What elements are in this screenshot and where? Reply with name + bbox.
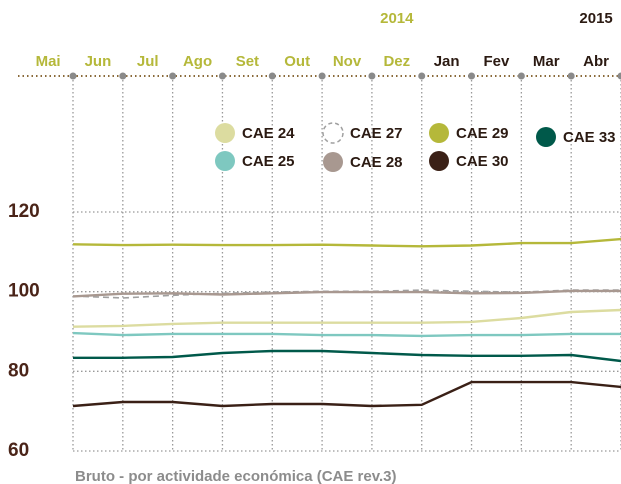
series-line	[73, 349, 621, 363]
series-line	[72, 289, 621, 298]
axis-dot	[418, 72, 426, 80]
legend-swatch	[429, 151, 449, 171]
legend-label: CAE 28	[350, 154, 403, 171]
legend-label: CAE 25	[242, 153, 295, 170]
axis-dot	[468, 72, 476, 80]
series-line	[72, 308, 621, 328]
x-tick-label: Jul	[137, 53, 159, 70]
legend-label: CAE 27	[350, 125, 403, 142]
x-tick-label: Mar	[533, 53, 560, 70]
x-tick-label: Nov	[333, 53, 362, 70]
year-label: 2015	[579, 10, 612, 27]
year-label: 2014	[380, 10, 414, 27]
axis-dot	[268, 72, 276, 80]
y-tick-label: 60	[8, 440, 29, 461]
y-tick-label: 80	[8, 360, 29, 381]
x-tick-label: Jan	[434, 53, 460, 70]
x-tick-label: Ago	[183, 53, 212, 70]
axis-dot	[169, 72, 177, 80]
legend-swatch	[536, 127, 556, 147]
legend-label: CAE 29	[456, 125, 509, 142]
axis-dot	[617, 72, 621, 80]
legend-swatch	[323, 152, 343, 172]
y-tick-label: 120	[8, 201, 40, 222]
series-line	[72, 331, 621, 338]
x-tick-label: Jun	[85, 53, 112, 70]
x-tick-label: Set	[236, 53, 259, 70]
x-tick-label: Mai	[36, 53, 61, 70]
y-tick-label: 100	[8, 281, 40, 302]
legend-swatch	[215, 151, 235, 171]
axis-dot	[218, 72, 226, 80]
x-tick-label: Fev	[484, 53, 511, 70]
axis-dot	[69, 72, 77, 80]
axis-dot	[368, 72, 376, 80]
legend-label: CAE 33	[563, 129, 616, 146]
x-tick-label: Dez	[383, 53, 410, 70]
legend-label: CAE 30	[456, 153, 509, 170]
axis-dot	[517, 72, 525, 80]
footnote: Bruto - por actividade económica (CAE re…	[75, 468, 396, 484]
legend-swatch	[215, 123, 235, 143]
series-line	[72, 237, 621, 248]
axis-dot	[318, 72, 326, 80]
axis-dot	[119, 72, 127, 80]
x-tick-label: Out	[284, 53, 310, 70]
series-line	[72, 380, 621, 408]
legend-swatch	[429, 123, 449, 143]
axis-dot	[567, 72, 575, 80]
x-tick-label: Abr	[583, 53, 609, 70]
legend-swatch	[322, 122, 344, 144]
legend-label: CAE 24	[242, 125, 295, 142]
